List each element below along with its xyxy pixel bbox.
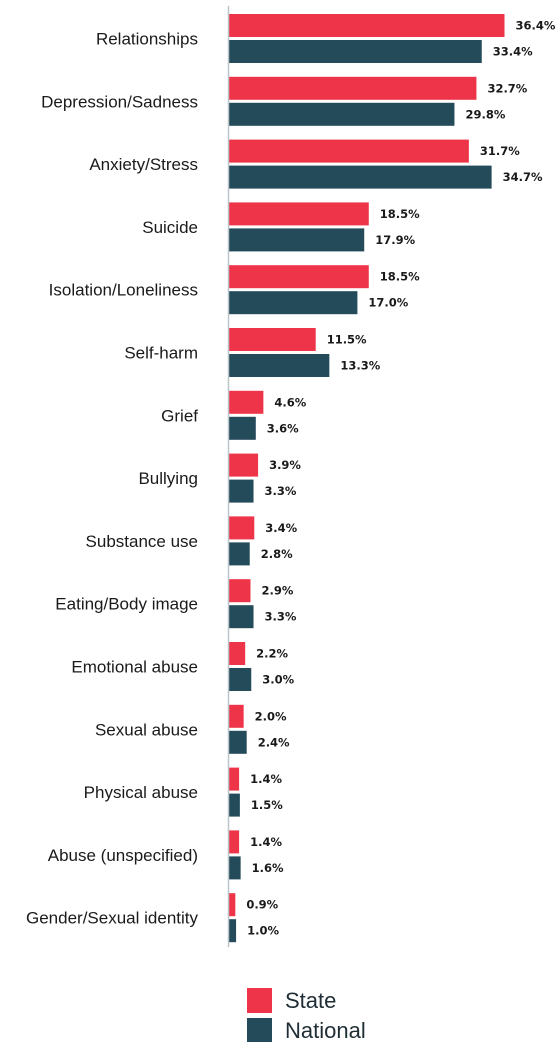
legend-label-state: State [285,988,336,1013]
value-label-national-suicide: 17.9% [375,233,415,247]
bar-national-emotional-abuse [228,668,252,691]
value-label-state-suicide: 18.5% [380,207,420,221]
value-label-state-eating-body-image: 2.9% [261,584,293,598]
value-label-national-substance-use: 2.8% [261,547,293,561]
value-label-state-gender-sexual-identity: 0.9% [246,898,278,912]
value-label-state-emotional-abuse: 2.2% [256,647,288,661]
value-label-state-sexual-abuse: 2.0% [255,709,287,723]
value-label-state-self-harm: 11.5% [327,333,367,347]
legend-label-national: National [285,1018,366,1042]
value-label-state-anxiety-stress: 31.7% [480,144,520,158]
category-label-self-harm: Self-harm [124,344,198,363]
bar-state-abuse-unspecified [228,830,240,854]
value-label-national-grief: 3.6% [267,421,299,435]
category-label-suicide: Suicide [142,218,198,237]
bar-national-depression-sadness [228,102,455,126]
bar-national-physical-abuse [228,793,240,817]
legend: State National [247,988,366,1042]
value-label-national-depression-sadness: 29.8% [465,107,505,121]
value-label-national-gender-sexual-identity: 1.0% [247,924,279,938]
bar-national-isolation-loneliness [228,291,358,315]
value-label-national-self-harm: 13.3% [340,359,380,373]
value-label-state-physical-abuse: 1.4% [250,772,282,786]
bar-state-emotional-abuse [228,642,246,665]
bar-state-relationships [228,14,505,37]
legend-swatch-national [247,1018,272,1042]
bar-state-bullying [228,453,259,477]
category-label-gender-sexual-identity: Gender/Sexual identity [26,909,198,928]
bar-state-gender-sexual-identity [228,893,236,917]
bar-national-suicide [228,228,365,252]
value-label-national-eating-body-image: 3.3% [265,610,297,624]
category-label-abuse-unspecified: Abuse (unspecified) [48,846,198,865]
bar-national-substance-use [228,542,250,566]
bar-state-isolation-loneliness [228,265,369,289]
value-label-national-isolation-loneliness: 17.0% [368,296,408,310]
bar-state-depression-sadness [228,76,477,100]
value-label-national-emotional-abuse: 3.0% [262,673,294,687]
legend-swatch-state [247,988,272,1013]
value-label-national-bullying: 3.3% [265,484,297,498]
value-label-state-bullying: 3.9% [269,458,301,472]
value-label-national-physical-abuse: 1.5% [251,798,283,812]
bar-state-anxiety-stress [228,139,469,163]
value-label-state-substance-use: 3.4% [265,521,297,535]
value-label-state-relationships: 36.4% [516,19,556,33]
category-label-relationships: Relationships [96,30,198,49]
bar-state-suicide [228,202,369,226]
value-label-national-abuse-unspecified: 1.6% [252,861,284,875]
bar-national-gender-sexual-identity [228,919,237,943]
category-label-isolation-loneliness: Isolation/Loneliness [49,281,198,300]
value-label-state-isolation-loneliness: 18.5% [380,270,420,284]
value-label-state-abuse-unspecified: 1.4% [250,835,282,849]
bar-state-substance-use [228,516,255,540]
bar-national-self-harm [228,354,330,377]
bar-national-anxiety-stress [228,165,492,189]
bar-state-sexual-abuse [228,704,244,728]
bar-national-abuse-unspecified [228,856,241,880]
bar-national-relationships [228,40,482,63]
category-label-depression-sadness: Depression/Sadness [41,92,198,111]
value-label-national-anxiety-stress: 34.7% [503,170,543,184]
value-label-state-grief: 4.6% [274,395,306,409]
category-label-grief: Grief [161,406,198,425]
category-label-bullying: Bullying [138,469,198,488]
category-label-substance-use: Substance use [86,532,198,551]
category-label-physical-abuse: Physical abuse [84,783,198,802]
value-label-state-depression-sadness: 32.7% [487,81,527,95]
bar-national-eating-body-image [228,605,254,629]
bar-state-self-harm [228,328,316,351]
category-label-sexual-abuse: Sexual abuse [95,720,198,739]
labels-layer: Relationships 36.4% 33.4% Depression/Sadnes… [26,19,556,938]
category-label-eating-body-image: Eating/Body image [55,595,198,614]
bar-state-grief [228,390,264,414]
value-label-national-relationships: 33.4% [493,45,533,59]
bars-layer [228,14,505,943]
value-label-national-sexual-abuse: 2.4% [258,735,290,749]
category-label-anxiety-stress: Anxiety/Stress [89,155,198,174]
bar-national-sexual-abuse [228,730,247,754]
category-label-emotional-abuse: Emotional abuse [71,658,198,677]
bar-state-physical-abuse [228,767,240,791]
bar-state-eating-body-image [228,579,251,603]
bar-national-grief [228,416,256,440]
bar-national-bullying [228,479,254,503]
